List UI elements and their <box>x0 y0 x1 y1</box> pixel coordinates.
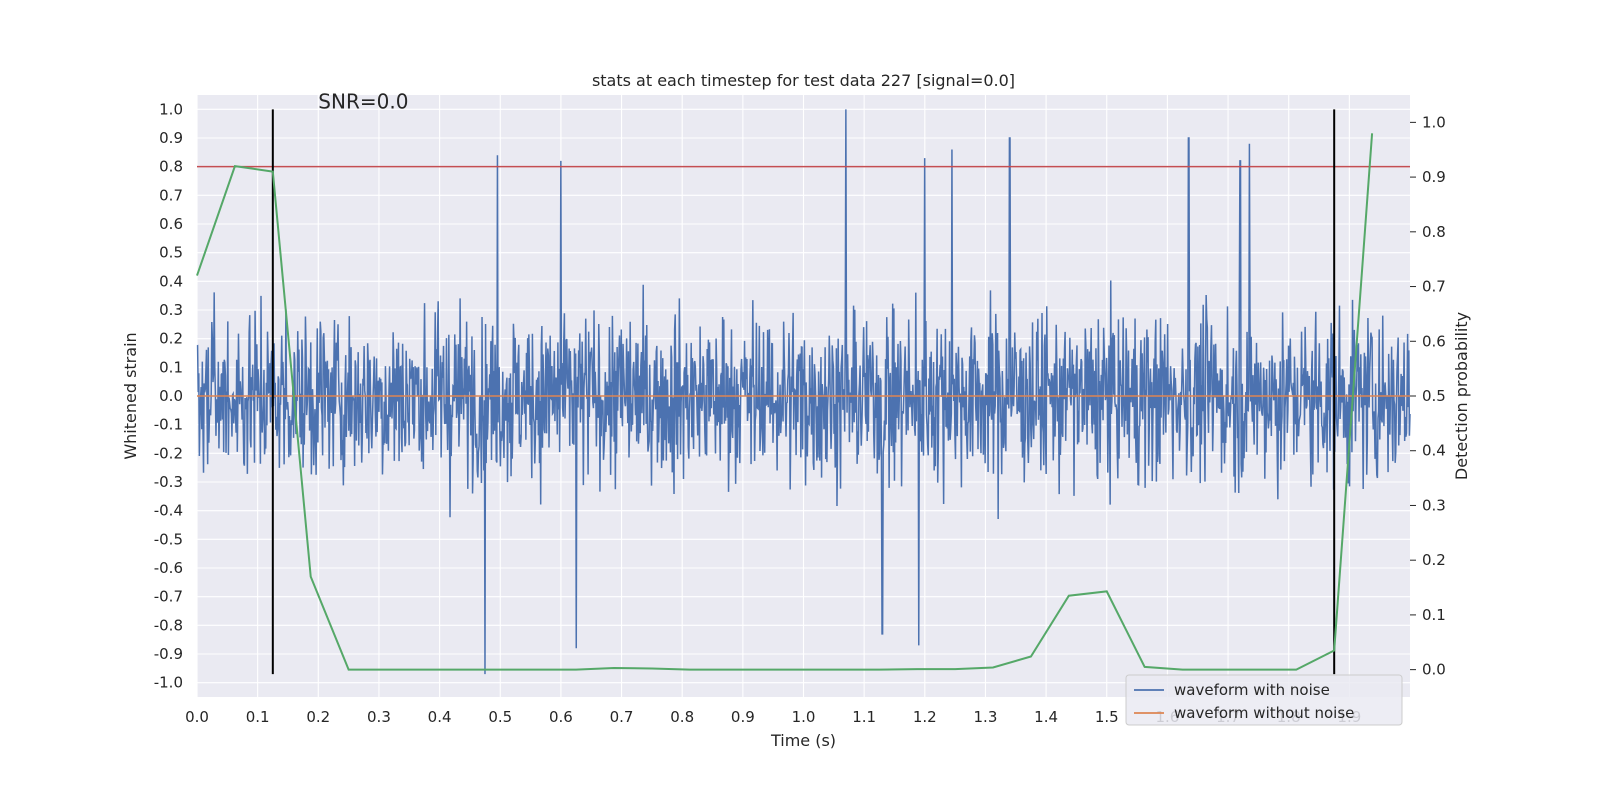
y2-axis-label: Detection probability <box>1452 312 1471 480</box>
y-tick-label: -0.6 <box>154 559 183 577</box>
x-tick-label: 0.5 <box>488 708 512 726</box>
x-tick-label: 0.6 <box>549 708 573 726</box>
y-tick-label: -0.4 <box>154 502 183 520</box>
y-tick-label: 0.4 <box>159 272 183 290</box>
x-tick-label: 0.0 <box>185 708 209 726</box>
y2-tick-label: 0.2 <box>1422 551 1446 569</box>
x-tick-label: 1.4 <box>1034 708 1058 726</box>
y-tick-label: 0.8 <box>159 158 183 176</box>
snr-annotation: SNR=0.0 <box>318 89 408 113</box>
y-tick-label: 0.2 <box>159 330 183 348</box>
y2-tick-label: 0.3 <box>1422 496 1446 514</box>
y2-tick-label: 0.0 <box>1422 661 1446 679</box>
x-tick-label: 0.1 <box>246 708 270 726</box>
chart-title: stats at each timestep for test data 227… <box>592 71 1015 90</box>
y-tick-label: -0.3 <box>154 473 183 491</box>
y2-tick-label: 1.0 <box>1422 113 1446 131</box>
x-tick-label: 0.4 <box>428 708 452 726</box>
x-axis-label: Time (s) <box>770 731 836 750</box>
y-tick-label: 0.0 <box>159 387 183 405</box>
legend: waveform with noise waveform without noi… <box>1125 674 1403 726</box>
y2-tick-label: 0.6 <box>1422 332 1446 350</box>
y-tick-label: -0.7 <box>154 588 183 606</box>
legend-label-noise: waveform with noise <box>1174 681 1330 699</box>
y-tick-label: 0.1 <box>159 358 183 376</box>
x-tick-label: 0.3 <box>367 708 391 726</box>
y-tick-label: 0.3 <box>159 301 183 319</box>
y-tick-label: -0.5 <box>154 530 183 548</box>
x-tick-label: 1.1 <box>852 708 876 726</box>
x-tick-label: 1.3 <box>974 708 998 726</box>
y-tick-label: 0.6 <box>159 215 183 233</box>
marker-lines <box>271 109 1336 675</box>
noise-waveform-series <box>196 109 1411 675</box>
y-tick-label: -0.9 <box>154 645 183 663</box>
y-tick-label: -0.2 <box>154 444 183 462</box>
x-tick-label: 0.8 <box>670 708 694 726</box>
probability-line <box>196 133 1374 671</box>
legend-box <box>1125 674 1403 726</box>
x-tick-label: 0.2 <box>306 708 330 726</box>
probability-series <box>196 133 1374 671</box>
y2-tick-label: 0.1 <box>1422 606 1446 624</box>
y2-tick-label: 0.5 <box>1422 387 1446 405</box>
y2-tick-label: 0.7 <box>1422 278 1446 296</box>
y-tick-label: 0.9 <box>159 129 183 147</box>
noise-waveform-line <box>196 109 1411 675</box>
legend-label-clean: waveform without noise <box>1174 704 1354 722</box>
y-tick-label: 0.5 <box>159 244 183 262</box>
x-tick-label: 1.5 <box>1095 708 1119 726</box>
y-tick-label: -0.1 <box>154 416 183 434</box>
y-tick-label: 1.0 <box>159 100 183 118</box>
x-tick-label: 0.7 <box>610 708 634 726</box>
x-tick-label: 1.0 <box>792 708 816 726</box>
y2-axis-ticks: 1.0 0.9 0.8 0.7 0.6 0.5 0.4 0.3 0.2 0.1 0.0 <box>1410 113 1446 679</box>
x-tick-label: 1.2 <box>913 708 937 726</box>
y-axis-ticks: 1.0 0.9 0.8 0.7 0.6 0.5 0.4 0.3 0.2 0.1 0.0 -0.1 -0.… <box>154 100 183 691</box>
y-tick-label: -0.8 <box>154 616 183 634</box>
x-tick-label: 0.9 <box>731 708 755 726</box>
y-tick-label: -1.0 <box>154 674 183 692</box>
y-axis-label: Whitened strain <box>121 332 140 459</box>
y2-tick-label: 0.4 <box>1422 442 1446 460</box>
y-tick-label: 0.7 <box>159 186 183 204</box>
y2-tick-label: 0.8 <box>1422 223 1446 241</box>
y2-tick-label: 0.9 <box>1422 168 1446 186</box>
